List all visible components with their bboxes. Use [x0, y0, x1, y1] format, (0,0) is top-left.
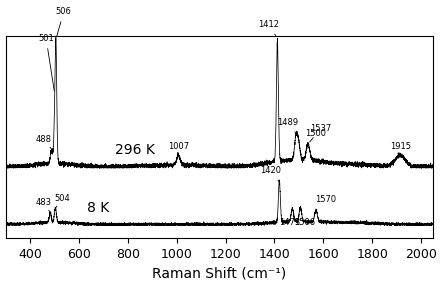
Text: 1570: 1570: [315, 195, 336, 210]
Text: 506: 506: [56, 7, 72, 37]
Text: 1412: 1412: [258, 20, 279, 36]
Text: 1489: 1489: [277, 118, 299, 134]
Text: 195: 195: [0, 285, 1, 286]
Text: 483: 483: [36, 198, 52, 212]
Text: 1420: 1420: [260, 166, 281, 182]
Text: 1537: 1537: [310, 124, 332, 142]
Text: 1915: 1915: [390, 142, 411, 156]
Text: 1500: 1500: [299, 129, 326, 141]
Text: 1473: 1473: [279, 211, 300, 227]
Text: 1506: 1506: [294, 210, 315, 227]
Text: 8 K: 8 K: [87, 201, 109, 215]
Text: 501: 501: [38, 34, 54, 91]
Text: 504: 504: [54, 194, 70, 208]
X-axis label: Raman Shift (cm⁻¹): Raman Shift (cm⁻¹): [152, 267, 287, 281]
Text: 1007: 1007: [168, 142, 189, 155]
Text: 488: 488: [36, 135, 52, 149]
Text: 296 K: 296 K: [115, 143, 155, 157]
